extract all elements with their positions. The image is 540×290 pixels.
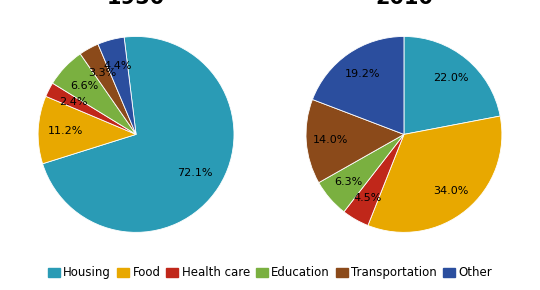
Wedge shape — [319, 134, 404, 212]
Text: 19.2%: 19.2% — [345, 69, 380, 79]
Text: 34.0%: 34.0% — [433, 186, 469, 196]
Wedge shape — [43, 37, 234, 232]
Wedge shape — [306, 99, 404, 183]
Wedge shape — [98, 37, 136, 134]
Text: 6.6%: 6.6% — [71, 81, 99, 91]
Text: 14.0%: 14.0% — [313, 135, 348, 145]
Legend: Housing, Food, Health care, Education, Transportation, Other: Housing, Food, Health care, Education, T… — [43, 262, 497, 284]
Wedge shape — [46, 83, 136, 134]
Text: 22.0%: 22.0% — [433, 73, 469, 83]
Wedge shape — [313, 37, 404, 134]
Wedge shape — [404, 37, 500, 134]
Text: 72.1%: 72.1% — [178, 168, 213, 177]
Wedge shape — [368, 116, 502, 232]
Text: 2.4%: 2.4% — [59, 97, 87, 107]
Wedge shape — [344, 134, 404, 225]
Text: 6.3%: 6.3% — [334, 177, 362, 187]
Text: 3.3%: 3.3% — [88, 68, 116, 78]
Wedge shape — [80, 44, 136, 134]
Title: 2010: 2010 — [375, 0, 433, 8]
Text: 11.2%: 11.2% — [48, 126, 83, 136]
Wedge shape — [38, 96, 136, 164]
Title: 1950: 1950 — [107, 0, 165, 8]
Wedge shape — [52, 54, 136, 134]
Text: 4.4%: 4.4% — [104, 61, 132, 71]
Text: 4.5%: 4.5% — [353, 193, 382, 203]
